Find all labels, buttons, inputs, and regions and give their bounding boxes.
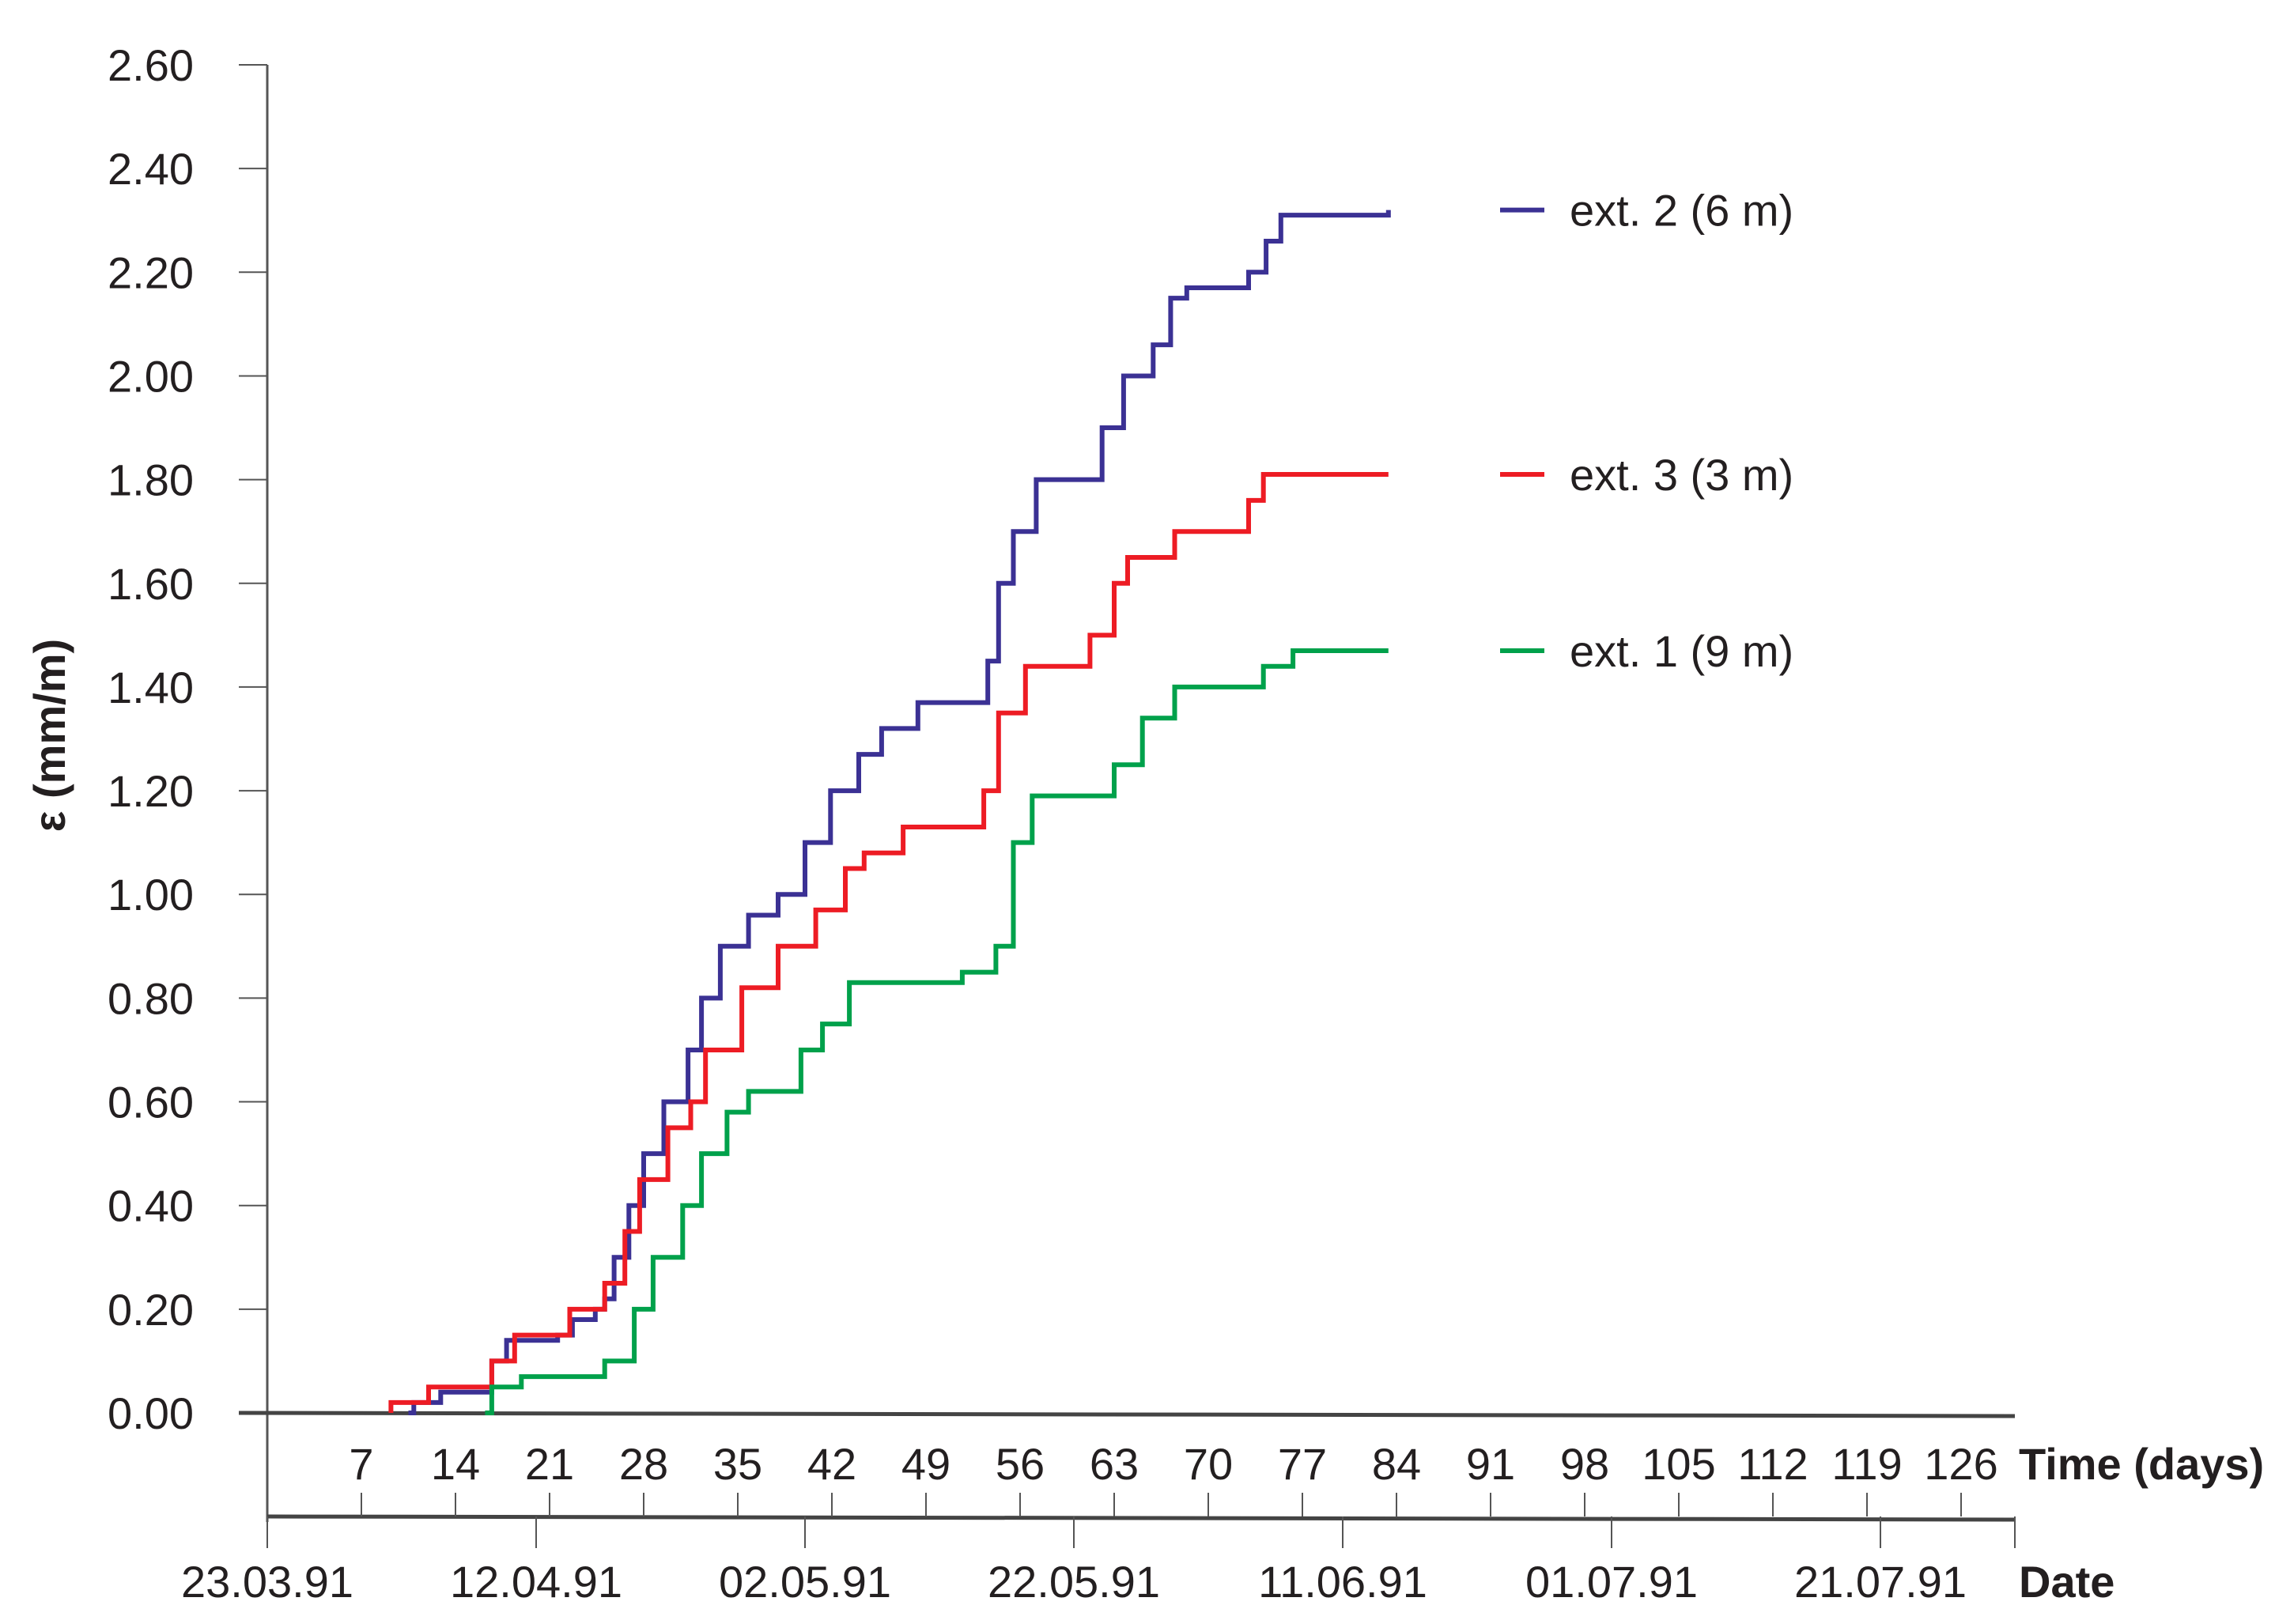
y-tick-label: 2.00: [108, 351, 194, 401]
time-tick-label: 126: [1924, 1439, 1997, 1489]
time-tick-label: 98: [1560, 1439, 1609, 1489]
time-tick-label: 14: [431, 1439, 480, 1489]
y-axis-label: ε (mm/m): [25, 639, 74, 832]
time-tick-label: 105: [1642, 1439, 1715, 1489]
series-line-ext-2-6-m-: [408, 210, 1391, 1415]
y-tick-label: 0.40: [108, 1181, 194, 1231]
time-tick-label: 77: [1278, 1439, 1327, 1489]
y-tick-label: 0.80: [108, 973, 194, 1023]
y-tick-label: 1.60: [108, 559, 194, 609]
time-tick-label: 63: [1090, 1439, 1139, 1489]
date-tick-label: 01.07.91: [1525, 1557, 1698, 1607]
date-tick-label: 11.06.91: [1258, 1557, 1427, 1607]
time-tick-label: 42: [807, 1439, 856, 1489]
time-tick-label: 21: [525, 1439, 574, 1489]
time-tick-label: 91: [1466, 1439, 1515, 1489]
time-tick-label: 7: [349, 1439, 373, 1489]
x-axis-line: [238, 1411, 2016, 1418]
legend-label: ext. 1 (9 m): [1570, 626, 1793, 676]
series-line-ext-1-9-m-: [485, 648, 1389, 1415]
x-axis-label: Time (days): [2019, 1439, 2264, 1489]
date-axis-line: [266, 1514, 2016, 1522]
y-tick-label: 2.40: [108, 144, 194, 194]
time-tick-label: 84: [1372, 1439, 1421, 1489]
time-tick-label: 28: [619, 1439, 668, 1489]
y-tick-label: 2.60: [108, 40, 194, 90]
y-tick-label: 1.40: [108, 663, 194, 712]
y-tick-label: 0.00: [108, 1388, 194, 1438]
y-tick-label: 0.60: [108, 1078, 194, 1127]
y-tick-label: 1.20: [108, 766, 194, 816]
y-tick-label: 1.00: [108, 870, 194, 920]
time-tick-label: 56: [996, 1439, 1045, 1489]
time-tick-label: 112: [1737, 1439, 1808, 1489]
date-tick-label: 22.05.91: [988, 1557, 1160, 1607]
time-tick-label: 119: [1831, 1439, 1902, 1489]
y-tick-label: 1.80: [108, 455, 194, 505]
legend-label: ext. 2 (6 m): [1570, 186, 1793, 236]
time-tick-label: 70: [1184, 1439, 1233, 1489]
date-tick-label: 23.03.91: [181, 1557, 353, 1607]
legend-label: ext. 3 (3 m): [1570, 450, 1793, 500]
date-tick-label: 21.07.91: [1794, 1557, 1967, 1607]
date-tick-label: 02.05.91: [719, 1557, 891, 1607]
series-line-ext-3-3-m-: [388, 472, 1389, 1413]
y-tick-label: 2.20: [108, 247, 194, 297]
y-tick-label: 0.20: [108, 1285, 194, 1335]
time-tick-label: 35: [713, 1439, 762, 1489]
date-axis-label: Date: [2019, 1557, 2114, 1607]
date-tick-label: 12.04.91: [450, 1557, 622, 1607]
time-tick-label: 49: [901, 1439, 950, 1489]
